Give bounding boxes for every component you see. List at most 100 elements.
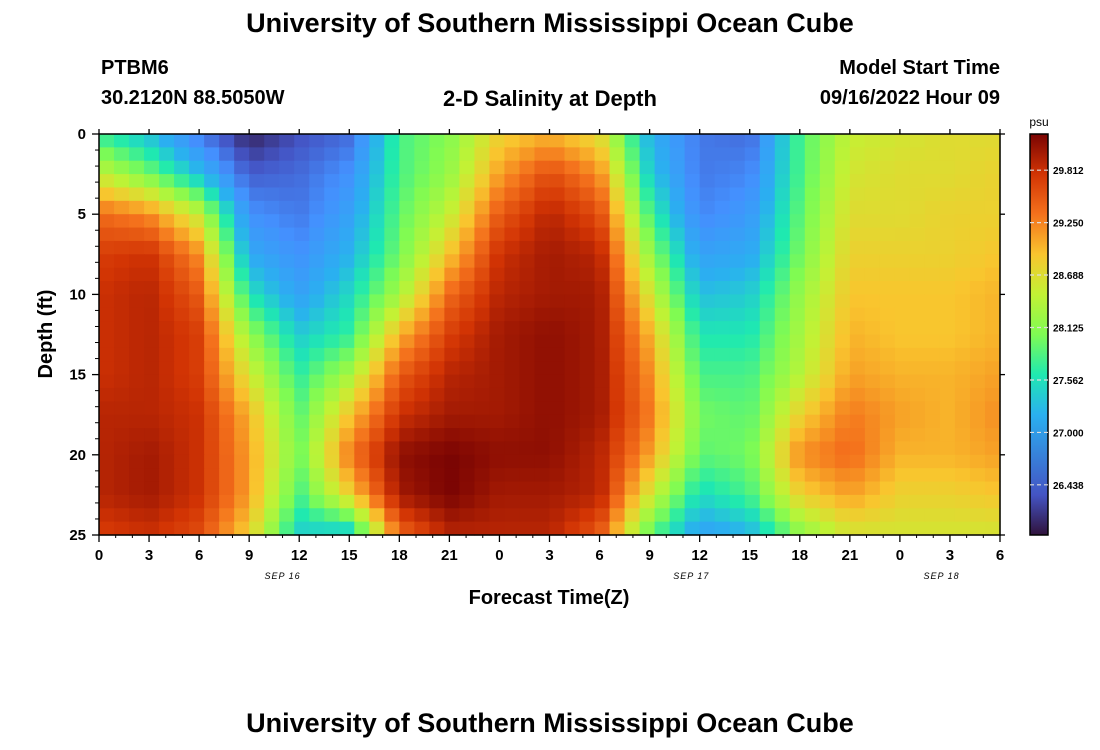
heatmap-cell bbox=[114, 281, 130, 295]
heatmap-cell bbox=[519, 227, 536, 242]
heatmap-cell bbox=[579, 401, 596, 416]
heatmap-cell bbox=[144, 508, 160, 523]
heatmap-cell bbox=[819, 200, 836, 215]
heatmap-cell bbox=[834, 134, 851, 148]
heatmap-cell bbox=[519, 147, 536, 162]
heatmap-cell bbox=[564, 147, 581, 162]
heatmap-cell bbox=[654, 321, 671, 336]
heatmap-cell bbox=[189, 321, 205, 336]
heatmap-cell bbox=[834, 508, 851, 523]
heatmap-cell bbox=[984, 441, 1001, 456]
heatmap-cell bbox=[204, 227, 220, 242]
heatmap-cell bbox=[369, 521, 385, 536]
heatmap-cell bbox=[399, 187, 415, 202]
heatmap-cell bbox=[339, 334, 355, 349]
heatmap-cell bbox=[564, 334, 581, 349]
heatmap-cell bbox=[549, 214, 566, 229]
heatmap-cell bbox=[699, 214, 716, 229]
heatmap-cell bbox=[99, 401, 115, 416]
heatmap-cell bbox=[879, 521, 896, 536]
heatmap-cell bbox=[474, 187, 491, 202]
heatmap-cell bbox=[714, 254, 731, 269]
heatmap-cell bbox=[714, 387, 731, 402]
heatmap-cell bbox=[594, 174, 611, 189]
heatmap-cell bbox=[894, 281, 911, 295]
heatmap-cell bbox=[879, 200, 896, 215]
heatmap-cell bbox=[309, 468, 325, 483]
heatmap-cell bbox=[954, 160, 971, 175]
heatmap-cell bbox=[129, 521, 145, 536]
heatmap-cell bbox=[564, 254, 581, 269]
heatmap-cell bbox=[219, 227, 235, 242]
colorbar-ticks: 29.81229.25028.68828.12527.56227.00026.4… bbox=[1030, 166, 1084, 492]
heatmap-cell bbox=[699, 147, 716, 162]
heatmap-cell bbox=[729, 321, 746, 336]
heatmap-cell bbox=[189, 374, 205, 389]
heatmap-cell bbox=[474, 200, 491, 215]
heatmap-cell bbox=[324, 347, 340, 362]
heatmap-cell bbox=[444, 174, 460, 189]
colorbar-tick-label: 26.438 bbox=[1053, 481, 1084, 492]
heatmap-cell bbox=[474, 521, 491, 536]
heatmap-cell bbox=[369, 227, 385, 242]
heatmap-cell bbox=[504, 200, 521, 215]
heatmap-cell bbox=[384, 441, 400, 456]
heatmap-cell bbox=[489, 281, 506, 295]
heatmap-cell bbox=[474, 214, 491, 229]
heatmap-cell bbox=[819, 521, 836, 536]
heatmap-cell bbox=[654, 187, 671, 202]
heatmap-cell bbox=[309, 147, 325, 162]
heatmap-cell bbox=[894, 334, 911, 349]
heatmap-cell bbox=[969, 428, 986, 443]
heatmap-cell bbox=[774, 334, 791, 349]
heatmap-cell bbox=[849, 174, 866, 189]
heatmap-cell bbox=[429, 227, 445, 242]
heatmap-cell bbox=[159, 334, 175, 349]
heatmap-cell bbox=[669, 174, 686, 189]
heatmap-cell bbox=[924, 401, 941, 416]
heatmap-cell bbox=[549, 134, 566, 148]
heatmap-cell bbox=[639, 361, 656, 376]
heatmap-cell bbox=[519, 347, 536, 362]
heatmap-cell bbox=[129, 361, 145, 376]
heatmap-cell bbox=[849, 494, 866, 509]
heatmap-cell bbox=[894, 147, 911, 162]
heatmap-cell bbox=[864, 267, 881, 282]
heatmap-cell bbox=[459, 347, 476, 362]
heatmap-cell bbox=[189, 387, 205, 402]
heatmap-cell bbox=[294, 508, 310, 523]
heatmap-cell bbox=[159, 428, 175, 443]
heatmap-cell bbox=[219, 134, 235, 148]
heatmap-cell bbox=[834, 401, 851, 416]
heatmap-cell bbox=[354, 294, 370, 309]
heatmap-cell bbox=[549, 200, 566, 215]
heatmap-cell bbox=[369, 134, 385, 148]
heatmap-cell bbox=[159, 254, 175, 269]
heatmap-cell bbox=[204, 521, 220, 536]
heatmap-cell bbox=[864, 428, 881, 443]
heatmap-cell bbox=[564, 347, 581, 362]
heatmap-cell bbox=[459, 374, 476, 389]
heatmap-cell bbox=[144, 441, 160, 456]
heatmap-cell bbox=[279, 281, 295, 295]
heatmap-cell bbox=[954, 334, 971, 349]
heatmap-cell bbox=[939, 468, 956, 483]
heatmap-cell bbox=[729, 147, 746, 162]
heatmap-cell bbox=[309, 281, 325, 295]
heatmap-cell bbox=[474, 321, 491, 336]
heatmap-cell bbox=[759, 508, 776, 523]
heatmap-cell bbox=[189, 281, 205, 295]
heatmap-cell bbox=[384, 134, 400, 148]
heatmap-cell bbox=[249, 347, 265, 362]
heatmap-cell bbox=[879, 267, 896, 282]
heatmap-cell bbox=[909, 160, 926, 175]
heatmap-cell bbox=[204, 307, 220, 322]
heatmap-cell bbox=[399, 374, 415, 389]
heatmap-cell bbox=[564, 214, 581, 229]
heatmap-cell bbox=[864, 187, 881, 202]
heatmap-cell bbox=[474, 334, 491, 349]
heatmap-cell bbox=[294, 214, 310, 229]
heatmap-cell bbox=[459, 227, 476, 242]
heatmap-cell bbox=[354, 347, 370, 362]
